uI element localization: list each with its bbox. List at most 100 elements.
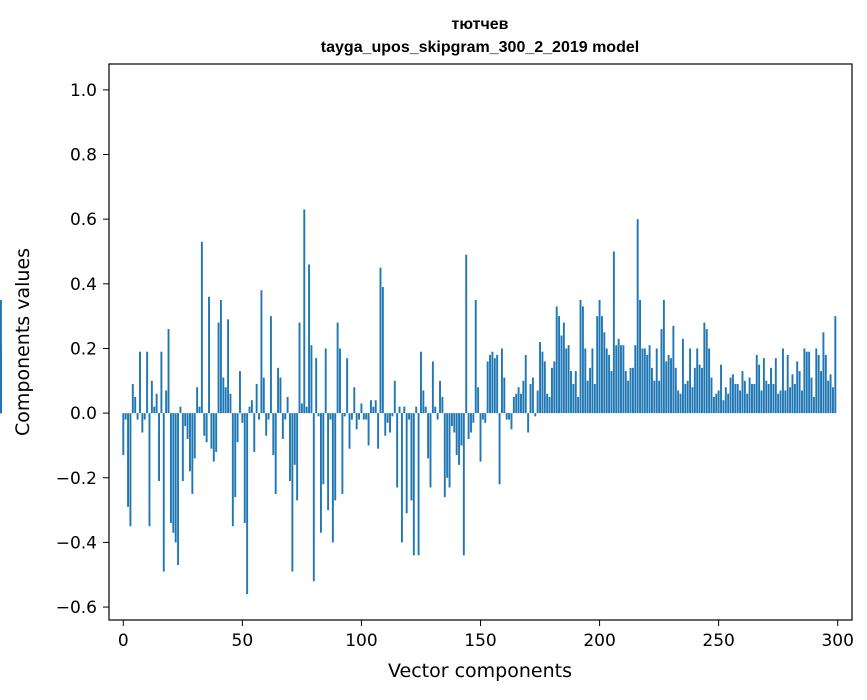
- bar-125: [420, 351, 422, 414]
- bar-251: [720, 364, 722, 414]
- bar-297: [829, 374, 832, 414]
- bar-147: [472, 413, 475, 423]
- bar-288: [808, 351, 811, 414]
- bar-19: [167, 329, 170, 414]
- bar-24: [179, 406, 182, 414]
- bar-155: [491, 351, 494, 414]
- bar-58: [260, 290, 263, 414]
- bar-243: [701, 367, 703, 414]
- bar-232: [674, 367, 677, 414]
- bar-257: [734, 384, 737, 414]
- bar-92: [341, 413, 344, 494]
- bar-166: [517, 387, 520, 414]
- bar-13: [153, 406, 156, 414]
- bar-225: [658, 380, 661, 414]
- y-tick-label-8: 1.0: [70, 81, 97, 101]
- bar-8: [141, 413, 144, 433]
- x-tick-label-50: 50: [232, 631, 254, 651]
- bar-73: [296, 413, 299, 501]
- bar-2: [127, 413, 130, 507]
- bar-290: [812, 396, 815, 414]
- bar-240: [693, 367, 696, 414]
- bar-7: [139, 351, 141, 414]
- bar-223: [653, 380, 656, 414]
- bar-70: [289, 413, 291, 481]
- bar-249: [715, 393, 718, 414]
- bar-236: [684, 384, 687, 414]
- bar-160: [503, 377, 506, 414]
- bar-98: [355, 413, 358, 430]
- bar-105: [372, 406, 375, 414]
- bar-207: [615, 345, 618, 414]
- bar-116: [398, 406, 401, 414]
- bar-69: [286, 396, 289, 414]
- bar-57: [258, 413, 260, 420]
- bar-176: [541, 351, 544, 414]
- bar-274: [774, 358, 777, 414]
- bar-252: [722, 400, 725, 414]
- bar-89: [334, 413, 337, 501]
- bar-170: [527, 413, 530, 433]
- bar-59: [262, 377, 265, 414]
- bar-201: [601, 316, 603, 414]
- bar-144: [465, 254, 468, 414]
- bar-150: [479, 413, 482, 462]
- bar-12: [150, 380, 153, 414]
- bar-187: [567, 345, 570, 414]
- bar-14: [155, 393, 158, 414]
- bar-61: [267, 413, 270, 420]
- bar-85: [324, 348, 327, 414]
- bar-81: [315, 358, 318, 414]
- bar-265: [753, 384, 756, 414]
- x-tick-label-300: 300: [821, 631, 853, 651]
- chart-title-line-2: tayga_upos_skipgram_300_2_2019 model: [321, 39, 639, 56]
- bar-234: [679, 393, 682, 414]
- bar-17: [162, 413, 165, 572]
- bar-75: [300, 403, 303, 414]
- bar-66: [279, 377, 282, 414]
- bar-34: [203, 413, 206, 436]
- bar-101: [362, 413, 365, 420]
- bar-291: [815, 348, 818, 414]
- bar-143: [462, 413, 465, 556]
- bar-229: [667, 354, 670, 414]
- bars-group: [0, 209, 837, 595]
- bar-51: [243, 413, 246, 524]
- bar-136: [446, 413, 449, 478]
- bar-56: [255, 384, 258, 414]
- bar-43: [224, 387, 227, 414]
- bar-163: [510, 413, 513, 430]
- bar-221: [648, 345, 651, 414]
- bar-192: [579, 299, 582, 414]
- bar-276: [779, 390, 782, 414]
- bar-154: [489, 354, 491, 414]
- bar-196: [589, 367, 591, 414]
- bar-172: [531, 377, 534, 414]
- bar-294: [822, 332, 825, 414]
- bar-214: [631, 367, 634, 414]
- bar-188: [570, 371, 572, 414]
- bar-42: [222, 377, 225, 414]
- bar-168: [522, 380, 525, 414]
- bar-246: [708, 348, 711, 414]
- bar-194: [584, 348, 587, 414]
- bar-164: [512, 396, 515, 414]
- bar-71: [291, 413, 294, 572]
- bar-202: [603, 332, 606, 414]
- bar-80: [312, 413, 315, 582]
- bar-27: [186, 413, 189, 439]
- bar-68: [284, 413, 287, 420]
- bar-185: [562, 322, 565, 414]
- bar-46: [231, 413, 234, 527]
- y-axis-label: Components values: [12, 248, 34, 436]
- bar-175: [539, 342, 541, 414]
- bar-157: [496, 354, 499, 414]
- bar-50: [241, 413, 244, 423]
- bar-15: [158, 413, 160, 481]
- bar-99: [358, 413, 361, 420]
- bar-296: [827, 380, 830, 414]
- bar-238: [689, 348, 692, 414]
- bar-279: [786, 354, 789, 414]
- bar-72: [293, 413, 296, 465]
- bar-95: [348, 413, 351, 449]
